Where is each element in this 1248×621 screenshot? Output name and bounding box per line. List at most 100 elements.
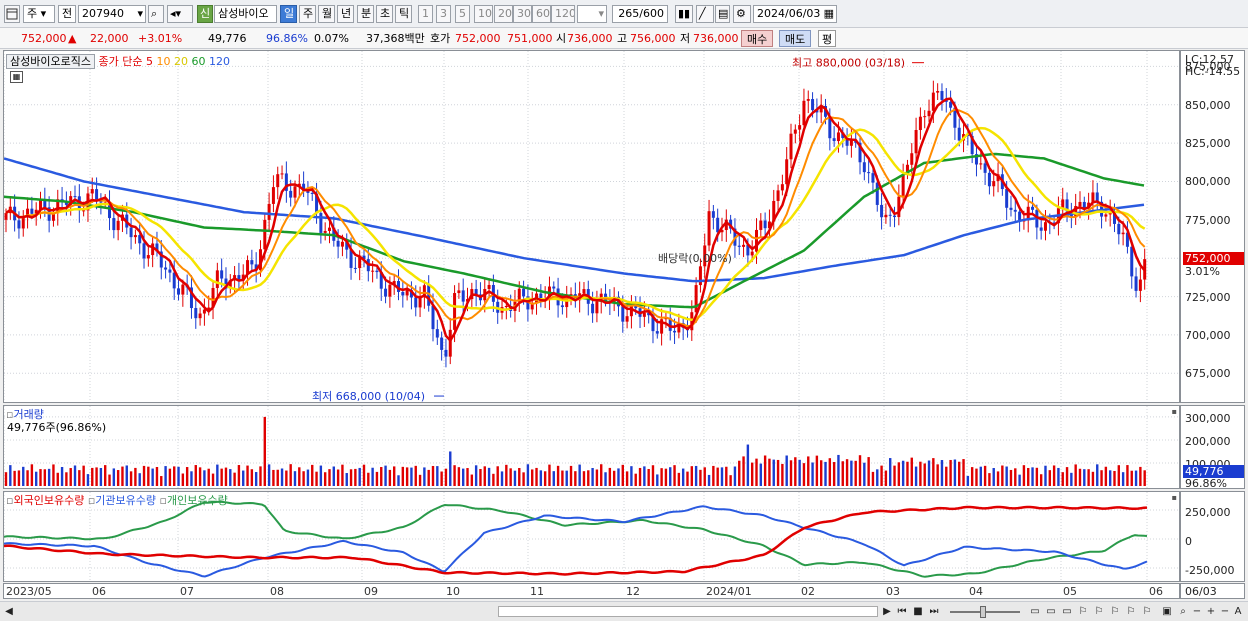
candle-body — [474, 289, 478, 295]
stop-icon[interactable]: ■ — [913, 606, 923, 617]
volume-bar — [164, 466, 167, 486]
chart-type-icon[interactable]: ▮▮ — [675, 5, 693, 23]
x-axis-label: 2024/01 — [706, 585, 752, 598]
price-chart-pane[interactable]: 최고 880,000 (03/18) 최저 668,000 (10/04) 배당락(… — [3, 50, 1180, 403]
interval-30[interactable]: 30 — [513, 5, 532, 23]
display-count-input[interactable]: 265/600 — [612, 5, 668, 23]
candle-body — [444, 349, 448, 357]
pane-close-icon[interactable]: ▪ — [1171, 407, 1177, 416]
candle-body — [673, 330, 677, 333]
stock-name-tab[interactable]: 삼성바이오로직스 — [6, 54, 95, 69]
period-tab-week[interactable]: 주 — [299, 5, 316, 23]
volume-bar — [177, 466, 180, 486]
grid-toggle-icon[interactable]: ▦ — [10, 71, 23, 83]
candle-body — [625, 316, 629, 322]
interval-5[interactable]: 5 — [455, 5, 470, 23]
period-tab-year[interactable]: 년 — [337, 5, 354, 23]
drawing-tool-icon[interactable]: ╱ — [696, 5, 714, 23]
chart-icon-6[interactable]: ⚐ — [1110, 606, 1120, 617]
volume-bar — [634, 473, 637, 486]
volume-bar — [151, 468, 154, 486]
screenshot-icon[interactable]: ▣ — [1162, 606, 1172, 617]
buy-button[interactable]: 매수 — [741, 30, 774, 47]
candle-body — [164, 267, 168, 270]
text-tool-icon[interactable]: A — [1234, 606, 1242, 617]
interval-3[interactable]: 3 — [436, 5, 451, 23]
candle-body — [1043, 222, 1047, 231]
bottom-scrollbar[interactable]: ◀ ▶ ⏮ ■ ⏭ ▭ ▭ ▭ ⚐ ⚐ ⚐ ⚐ ⚐ ▣ ⌕ − + − A — [0, 601, 1248, 621]
chart-icon-2[interactable]: ▭ — [1046, 606, 1056, 617]
volume-bar — [841, 461, 844, 486]
chart-icon-3[interactable]: ▭ — [1062, 606, 1072, 617]
interval-1[interactable]: 1 — [418, 5, 433, 23]
volume-bar — [755, 458, 758, 486]
minus-icon[interactable]: − — [1220, 606, 1230, 617]
volume-bar — [608, 467, 612, 486]
volume-bar — [1018, 474, 1021, 486]
candle-body — [780, 184, 784, 191]
period-tab-tick[interactable]: 틱 — [395, 5, 412, 23]
eval-button[interactable]: 평 — [818, 30, 837, 47]
volume-bar — [401, 466, 405, 486]
shrink-icon[interactable]: − — [1192, 606, 1202, 617]
candle-body — [949, 101, 953, 108]
custom-interval-select[interactable]: ▾ — [577, 5, 607, 23]
stock-code-input[interactable]: 207940 ▾ — [78, 5, 146, 23]
volume-bar — [306, 469, 310, 486]
type-select[interactable]: 주 ▾ — [23, 5, 55, 23]
interval-60[interactable]: 60 — [532, 5, 551, 23]
candle-body — [1013, 209, 1017, 212]
candle-body — [595, 301, 599, 314]
chart-icon-4[interactable]: ⚐ — [1078, 606, 1088, 617]
chart-icon-1[interactable]: ▭ — [1030, 606, 1040, 617]
scroll-left-icon[interactable]: ◀ — [5, 606, 13, 617]
save-icon[interactable]: ▤ — [715, 5, 730, 23]
scroll-right-icon[interactable]: ▶ — [883, 606, 891, 617]
scroll-thumb[interactable] — [498, 606, 878, 617]
interval-120[interactable]: 120 — [551, 5, 575, 23]
volume-bar — [1001, 465, 1004, 486]
volume-bar — [397, 475, 400, 486]
candle-body — [26, 208, 30, 217]
volume-bar — [768, 458, 771, 486]
sell-button[interactable]: 매도 — [779, 30, 812, 47]
rewind-icon[interactable]: ⏮ — [897, 606, 907, 617]
interval-10[interactable]: 10 — [474, 5, 493, 23]
zoom-slider-handle[interactable] — [980, 606, 986, 618]
chart-icon-5[interactable]: ⚐ — [1094, 606, 1104, 617]
period-tab-minute[interactable]: 분 — [357, 5, 374, 23]
volume-pane[interactable]: ▫거래량 49,776주(96.86%) ▪ — [3, 405, 1180, 489]
pane-close-icon[interactable]: ▪ — [1171, 493, 1177, 502]
play-end-icon[interactable]: ⏭ — [929, 606, 939, 617]
candle-body — [228, 280, 232, 289]
chart-menu-icon[interactable] — [4, 5, 20, 23]
settings-gear-icon[interactable]: ⚙ — [733, 5, 751, 23]
volume-bar — [625, 471, 629, 486]
chart-icon-7[interactable]: ⚐ — [1126, 606, 1136, 617]
holdings-pane[interactable]: ▫외국인보유수량 ▫기관보유수량 ▫개인보유수량 ▪ — [3, 491, 1180, 582]
period-tab-month[interactable]: 월 — [318, 5, 335, 23]
period-tab-second[interactable]: 초 — [376, 5, 393, 23]
date-input[interactable]: 2024/06/03 ▦ — [753, 5, 837, 23]
scope-select[interactable]: 전 — [58, 5, 76, 23]
display-count-value: 265 — [618, 7, 640, 20]
period-tab-day[interactable]: 일 — [280, 5, 297, 23]
volume-bar — [198, 467, 202, 486]
volume-bar — [932, 458, 935, 486]
volume-bar — [819, 460, 823, 486]
stock-name-field[interactable]: 삼성바이오 — [214, 5, 277, 23]
candle-body — [530, 302, 534, 310]
sound-icon[interactable]: ◂▾ — [167, 5, 193, 23]
interval-20[interactable]: 20 — [494, 5, 513, 23]
volume-bar — [1074, 464, 1077, 486]
candle-body — [1052, 222, 1056, 224]
zoom-search-icon[interactable]: ⌕ — [1180, 606, 1186, 617]
candle-body — [880, 204, 884, 218]
calendar-icon[interactable]: ▦ — [823, 7, 834, 20]
volume-bar — [418, 474, 422, 486]
candle-body — [90, 189, 94, 194]
expand-icon[interactable]: + — [1206, 606, 1216, 617]
search-icon[interactable]: ⌕ — [148, 5, 164, 23]
chart-icon-8[interactable]: ⚐ — [1142, 606, 1152, 617]
candle-body — [181, 284, 185, 295]
